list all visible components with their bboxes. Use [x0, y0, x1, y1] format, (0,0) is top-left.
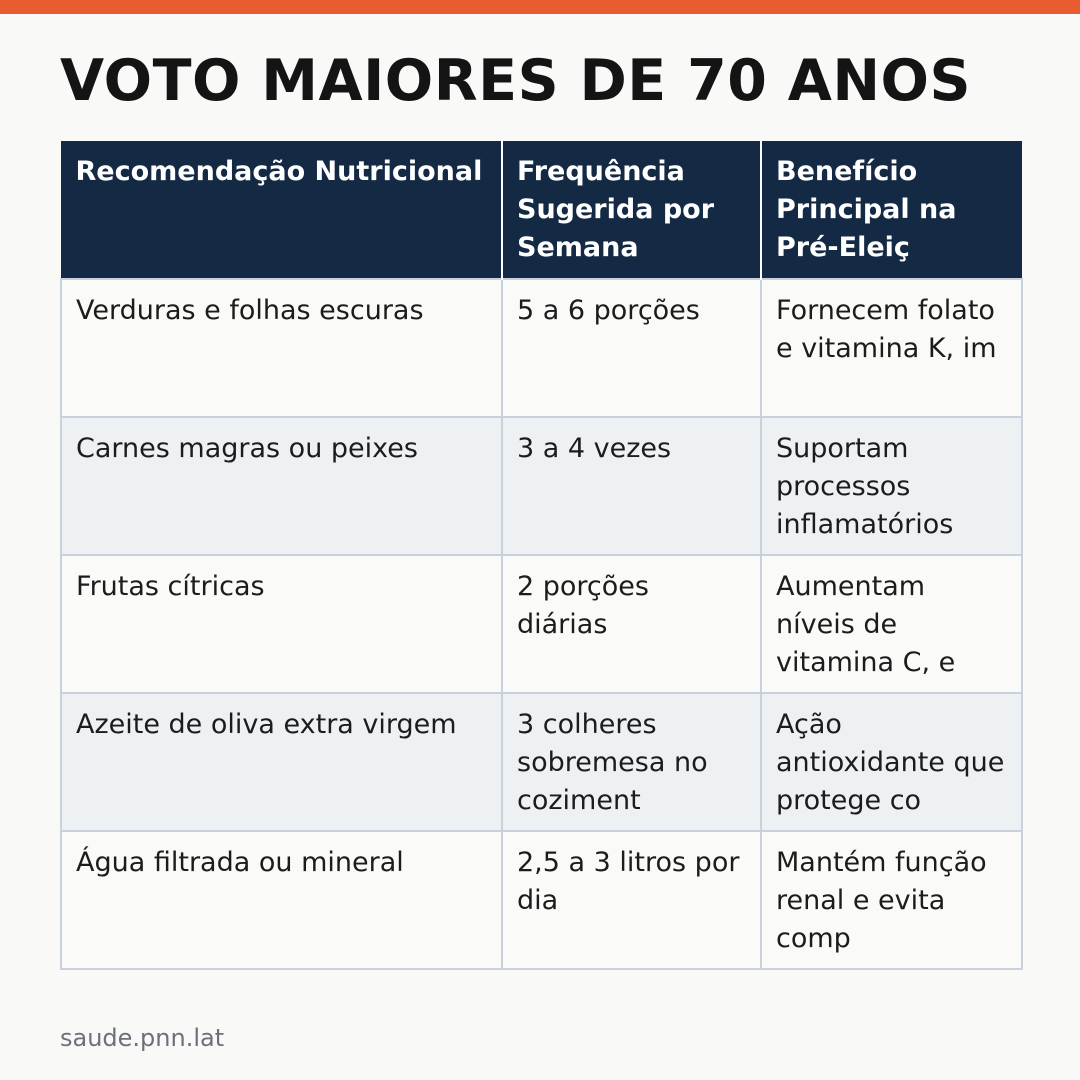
cell-recommendation: Frutas cítricas [60, 554, 503, 694]
cell-frequency: 2,5 a 3 litros por dia [501, 830, 762, 970]
cell-benefit: Suportam processos inflamatórios [760, 416, 1023, 556]
header-benefit: Benefício Principal na Pré-Eleiç [760, 141, 1022, 280]
cell-benefit: Fornecem folato e vitamina K, im [760, 278, 1023, 418]
cell-frequency: 3 a 4 vezes [501, 416, 762, 556]
cell-benefit: Aumentam níveis de vitamina C, e [760, 554, 1023, 694]
table-row: Água filtrada ou mineral 2,5 a 3 litros … [60, 830, 1023, 970]
cell-benefit: Mantém função renal e evita comp [760, 830, 1023, 970]
cell-frequency: 2 porções diárias [501, 554, 762, 694]
table-header-row: Recomendação Nutricional Frequência Suge… [60, 141, 1022, 280]
accent-bar [0, 0, 1080, 14]
cell-recommendation: Verduras e folhas escuras [60, 278, 503, 418]
cell-recommendation: Carnes magras ou peixes [60, 416, 503, 556]
nutrition-table: Recomendação Nutricional Frequência Suge… [60, 141, 1023, 970]
page-title: VOTO MAIORES DE 70 ANOS [60, 48, 972, 114]
cell-benefit: Ação antioxidante que protege co [760, 692, 1023, 832]
header-frequency: Frequência Sugerida por Semana [501, 141, 761, 280]
table-row: Carnes magras ou peixes 3 a 4 vezes Supo… [60, 416, 1023, 556]
cell-frequency: 5 a 6 porções [501, 278, 762, 418]
source-url: saude.pnn.lat [60, 1024, 225, 1052]
table-row: Verduras e folhas escuras 5 a 6 porções … [60, 278, 1023, 418]
cell-recommendation: Azeite de oliva extra virgem [60, 692, 503, 832]
cell-recommendation: Água filtrada ou mineral [60, 830, 503, 970]
table-row: Frutas cítricas 2 porções diárias Aument… [60, 554, 1023, 694]
header-recommendation: Recomendação Nutricional [60, 141, 502, 280]
cell-frequency: 3 colheres sobremesa no coziment [501, 692, 762, 832]
table-row: Azeite de oliva extra virgem 3 colheres … [60, 692, 1023, 832]
